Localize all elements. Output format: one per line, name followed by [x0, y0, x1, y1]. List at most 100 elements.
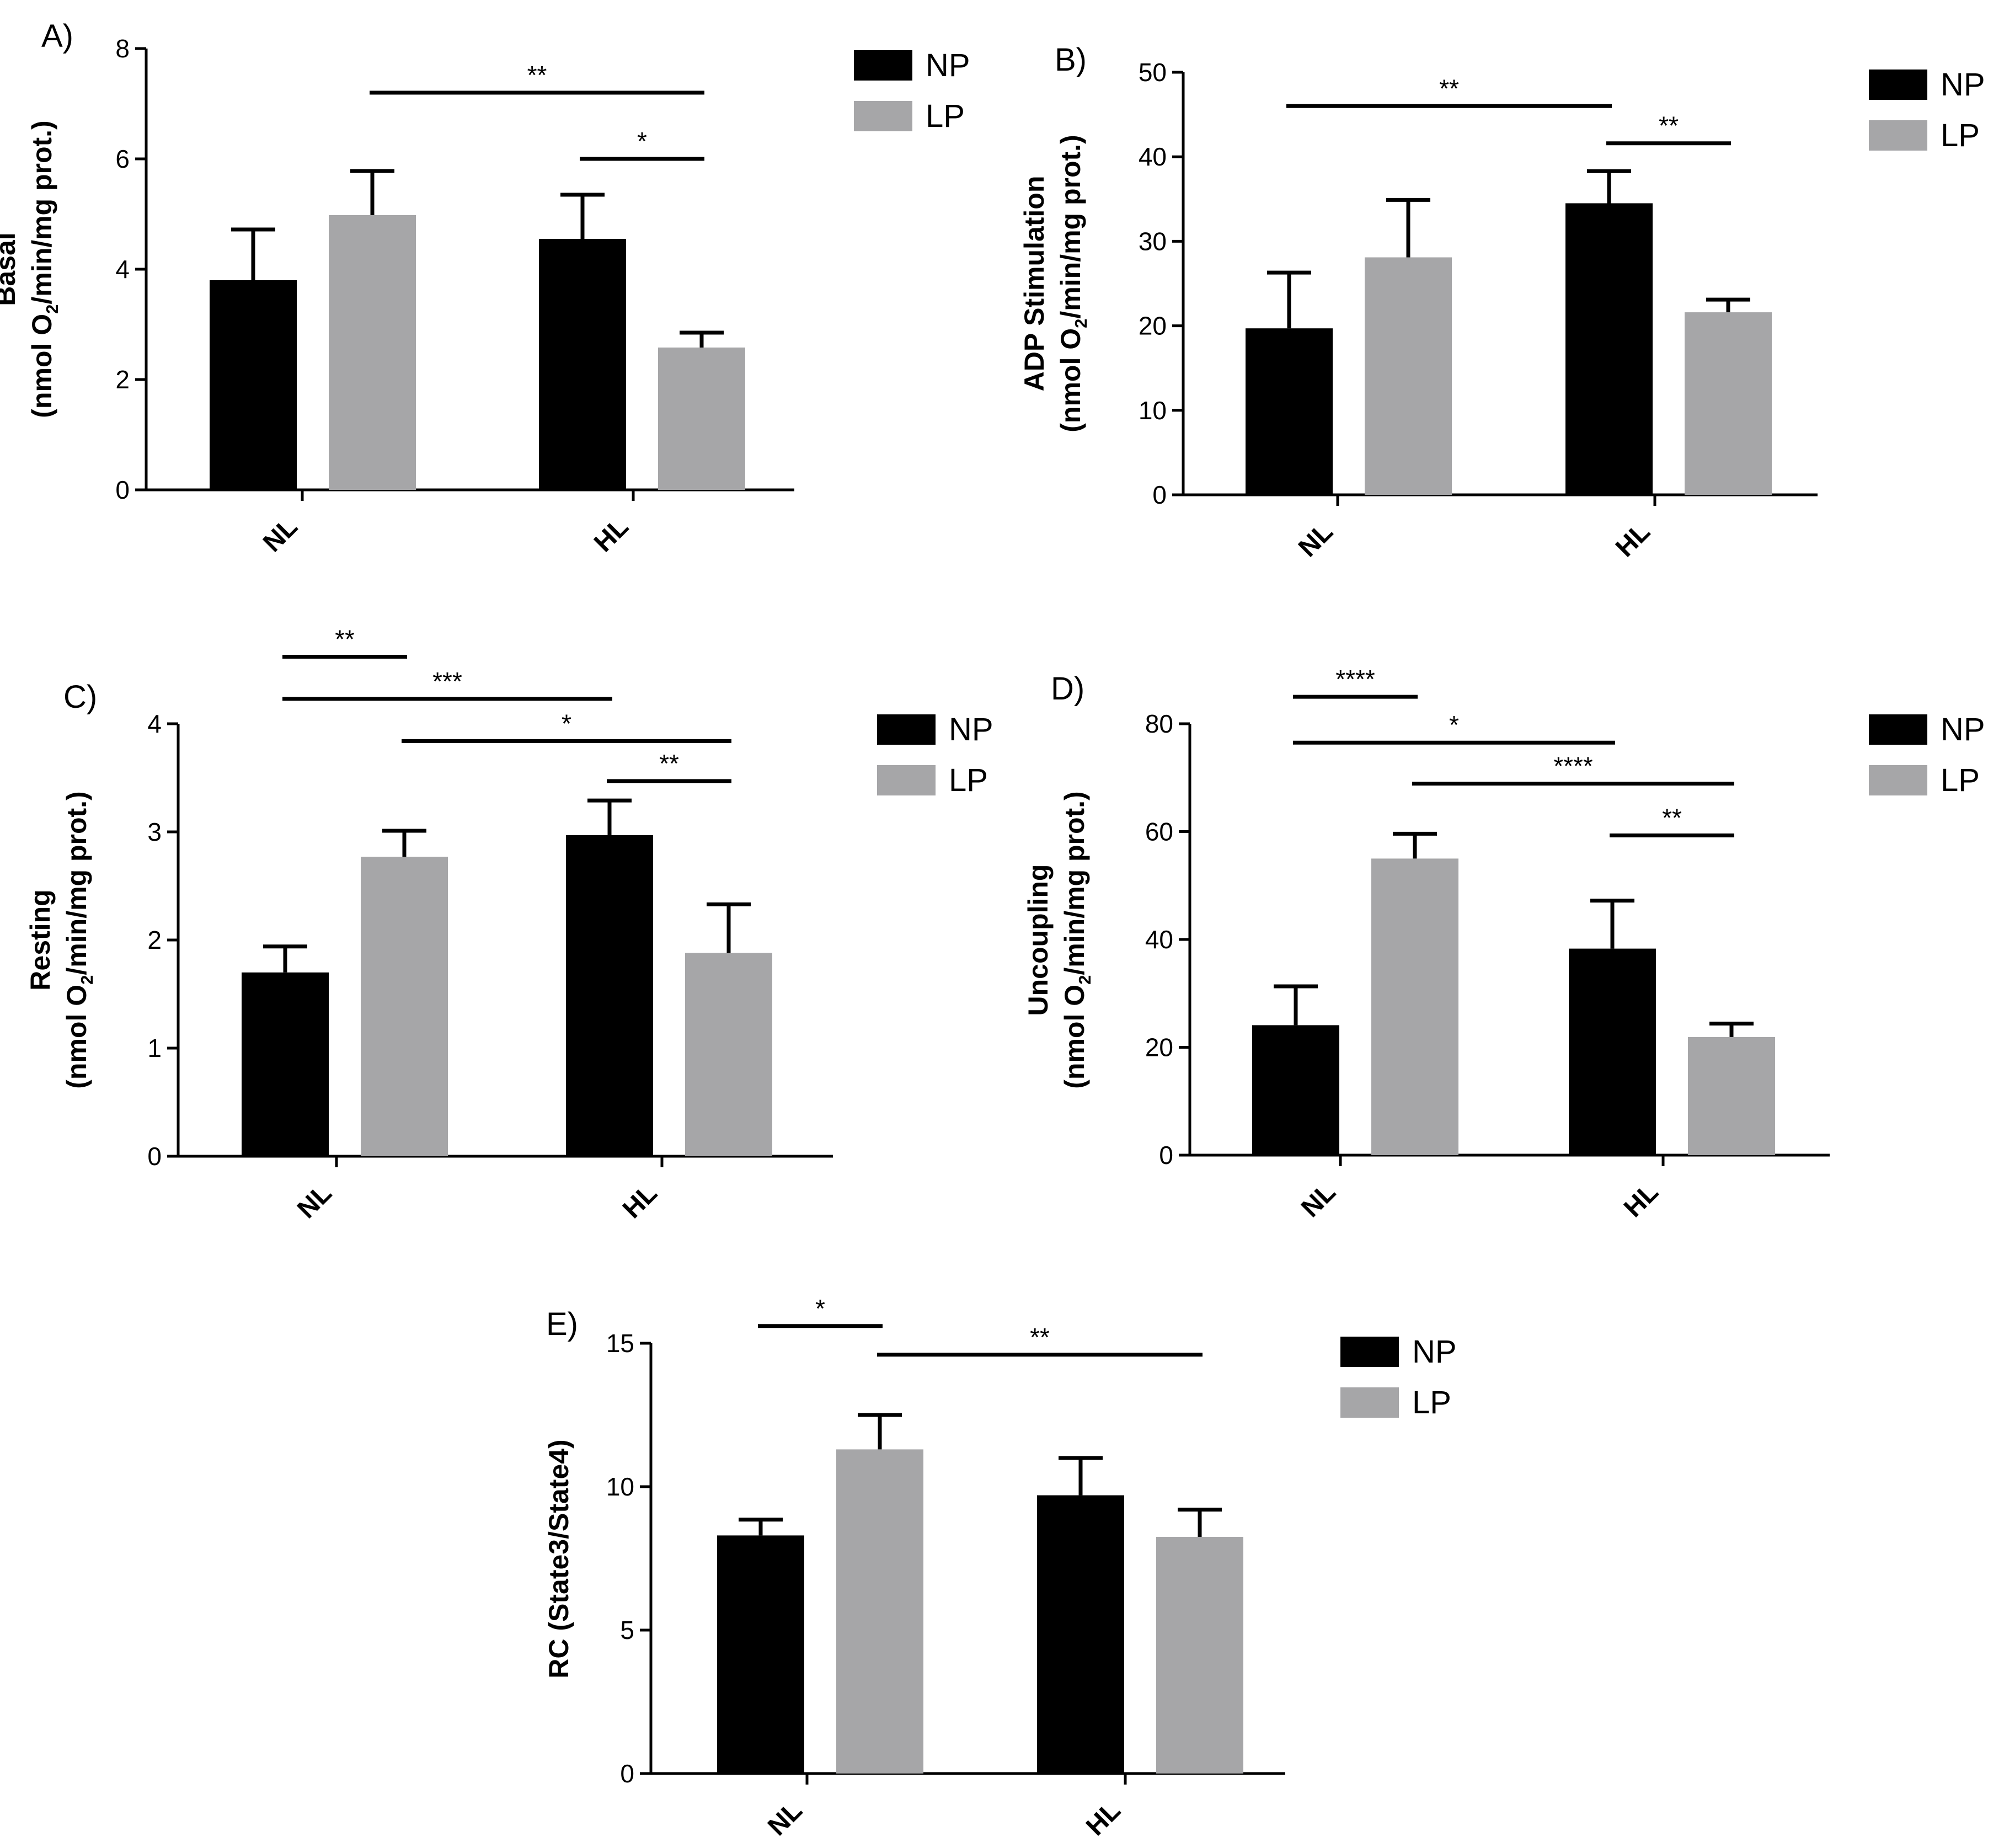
- y-axis-unit-suffix: /min/mg prot.): [1059, 791, 1090, 975]
- y-tick-label: 8: [115, 34, 130, 63]
- y-axis-title-main: ADP Stimulation: [1019, 176, 1050, 392]
- significance-label: *: [815, 1294, 825, 1323]
- legend-label-np: NP: [949, 712, 993, 747]
- y-tick-label: 40: [1139, 142, 1167, 171]
- significance-label: **: [1659, 111, 1679, 140]
- y-tick-label: 3: [147, 818, 162, 846]
- x-tick-label: HL: [1618, 1177, 1664, 1223]
- x-tick-label: HL: [617, 1178, 663, 1224]
- y-tick-label: 20: [1139, 312, 1167, 340]
- significance-label: *: [1449, 711, 1459, 739]
- significance-label: *: [562, 709, 571, 738]
- y-tick-label: 0: [147, 1142, 162, 1171]
- bar-np-nl: [1252, 1025, 1339, 1155]
- bar-lp-hl: [658, 348, 745, 490]
- legend-label-np: NP: [1412, 1334, 1457, 1370]
- legend-swatch-np: [1869, 70, 1927, 100]
- panel-label: E): [546, 1306, 578, 1342]
- legend-swatch-np: [1340, 1337, 1399, 1367]
- bar-lp-nl: [361, 857, 448, 1156]
- x-tick-label: NL: [1293, 517, 1339, 563]
- significance-label: ****: [1553, 752, 1593, 781]
- y-axis-unit-prefix: (nmol O: [26, 314, 57, 418]
- y-tick-label: 10: [606, 1472, 634, 1501]
- bar-np-hl: [1565, 203, 1653, 495]
- bar-lp-nl: [329, 215, 416, 490]
- y-axis-title-main: Resting: [25, 889, 56, 990]
- panel-d: D) Uncoupling(nmol O2/min/mg prot.) 0 20 40 6…: [1023, 665, 1985, 1223]
- significance-label: ****: [1335, 665, 1375, 693]
- bar-np-hl: [1037, 1495, 1124, 1774]
- y-tick-label: 4: [115, 255, 130, 284]
- legend-swatch-lp: [1869, 120, 1927, 151]
- bar-lp-nl: [836, 1449, 923, 1774]
- y-tick-label: 1: [147, 1034, 162, 1062]
- y-tick-label: 15: [606, 1329, 634, 1358]
- bar-np-nl: [717, 1535, 804, 1774]
- bar-lp-nl: [1371, 858, 1458, 1155]
- legend-label-lp: LP: [1941, 117, 1980, 153]
- significance-label: ***: [432, 667, 462, 696]
- significance-label: **: [1439, 74, 1459, 103]
- y-axis-unit-prefix: (nmol O: [1059, 985, 1090, 1089]
- y-axis-title: ADP Stimulation (nmol O2/min/mg prot.): [1019, 135, 1091, 432]
- bar-np-hl: [1569, 948, 1656, 1155]
- x-tick-label: HL: [589, 512, 634, 558]
- y-tick-label: 0: [1152, 480, 1167, 509]
- bar-lp-hl: [1688, 1037, 1775, 1155]
- y-axis-title: Uncoupling(nmol O2/min/mg prot.): [1023, 791, 1094, 1088]
- legend-swatch-lp: [1340, 1387, 1399, 1418]
- x-tick-label: NL: [258, 512, 303, 558]
- y-axis-unit-subscript: 2: [1071, 319, 1091, 328]
- legend-label-lp: LP: [926, 98, 965, 134]
- y-tick-label: 2: [147, 926, 162, 954]
- y-axis-title: Resting(nmol O2/min/mg prot.): [25, 791, 97, 1088]
- y-tick-label: 0: [1159, 1141, 1173, 1169]
- bar-np-hl: [539, 239, 626, 490]
- y-axis-title-unit: (nmol O2/min/mg prot.): [1059, 791, 1094, 1088]
- legend-swatch-lp: [877, 765, 936, 795]
- y-tick-label: 6: [115, 145, 130, 173]
- bar-lp-hl: [1156, 1537, 1243, 1774]
- y-tick-label: 20: [1145, 1033, 1173, 1062]
- y-axis-title-main: RC (State3/State4): [543, 1439, 574, 1678]
- legend-label-np: NP: [1941, 67, 1985, 103]
- y-tick-label: 2: [115, 365, 130, 394]
- y-axis-title-unit: (nmol O2/min/mg prot.): [61, 791, 97, 1088]
- x-tick-label: NL: [762, 1796, 808, 1841]
- y-tick-label: 50: [1139, 58, 1167, 87]
- x-tick-label: NL: [1296, 1177, 1342, 1223]
- y-axis-title: RC (State3/State4): [543, 1439, 574, 1678]
- panel-label: C): [63, 679, 97, 715]
- bar-np-nl: [242, 972, 329, 1156]
- y-tick-label: 4: [147, 709, 162, 738]
- bar-np-hl: [566, 835, 653, 1156]
- y-tick-label: 0: [115, 476, 130, 504]
- legend-swatch-lp: [1869, 765, 1927, 795]
- significance-label: **: [1662, 803, 1682, 832]
- y-axis-unit-suffix: /min/mg prot.): [26, 120, 57, 304]
- y-axis-unit-subscript: 2: [1075, 975, 1094, 985]
- panel-label: D): [1051, 671, 1084, 707]
- legend-label-lp: LP: [1941, 762, 1980, 798]
- legend-label-lp: LP: [1412, 1385, 1451, 1420]
- x-tick-label: HL: [1610, 517, 1656, 563]
- bar-np-nl: [1246, 328, 1333, 495]
- legend-swatch-np: [1869, 714, 1927, 745]
- y-axis-unit-subscript: 2: [42, 305, 62, 314]
- y-tick-label: 0: [620, 1759, 634, 1788]
- y-tick-label: 5: [620, 1616, 634, 1644]
- y-axis-unit-subscript: 2: [77, 975, 97, 985]
- y-tick-label: 10: [1139, 396, 1167, 425]
- legend-swatch-np: [854, 50, 912, 81]
- legend-label-lp: LP: [949, 762, 988, 798]
- y-tick-label: 80: [1145, 709, 1173, 738]
- y-axis-unit-suffix: /min/mg prot.): [1055, 135, 1086, 318]
- panel-label: A): [41, 18, 73, 54]
- legend-swatch-lp: [854, 101, 912, 131]
- legend-swatch-np: [877, 714, 936, 745]
